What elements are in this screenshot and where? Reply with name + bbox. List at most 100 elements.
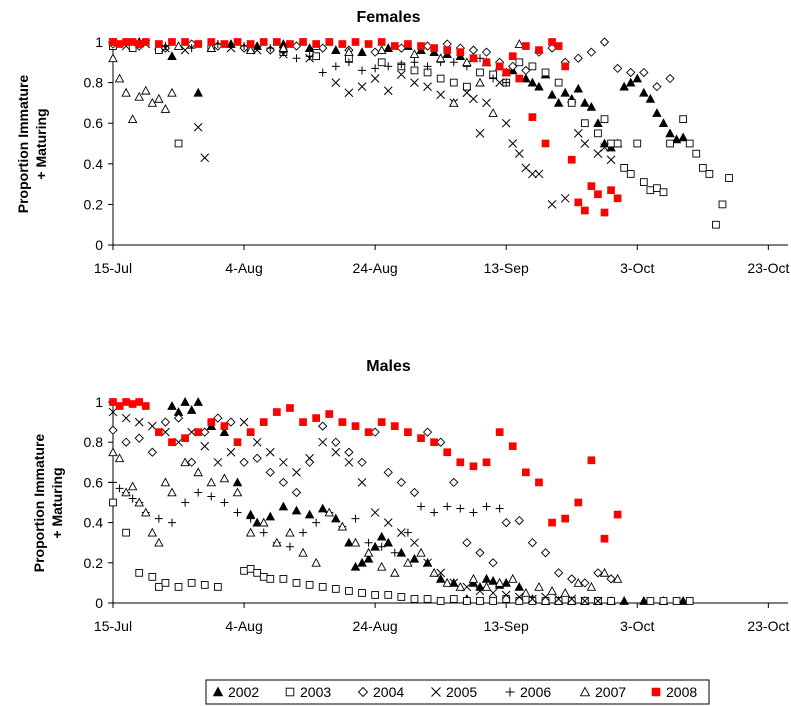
data-point-2007 — [494, 577, 505, 587]
data-point-2008 — [482, 58, 491, 67]
data-point-2008 — [495, 62, 504, 71]
data-point-2002 — [573, 83, 584, 93]
data-point-2006 — [384, 62, 393, 71]
data-point-2008 — [325, 410, 334, 418]
data-point-2008 — [515, 74, 524, 83]
data-point-2008 — [141, 402, 150, 410]
data-point-2002 — [193, 397, 203, 406]
data-point-2006 — [417, 502, 426, 511]
data-point-2003 — [397, 593, 406, 601]
data-point-2004 — [331, 437, 341, 447]
data-point-2007 — [324, 507, 335, 517]
data-point-2004 — [586, 47, 597, 57]
data-point-2007 — [127, 481, 138, 491]
data-point-2008 — [115, 402, 124, 410]
data-point-2003 — [109, 498, 117, 507]
data-point-2004 — [626, 67, 636, 78]
data-point-2002 — [580, 97, 590, 107]
data-point-2007 — [134, 497, 144, 507]
data-point-2007 — [449, 97, 459, 107]
data-point-2005 — [200, 153, 210, 163]
data-point-2006 — [390, 548, 399, 557]
y-axis-label: Proportion Immature + Maturing — [31, 434, 65, 573]
x-tick-label: 4-Aug — [225, 618, 262, 634]
data-point-2004 — [318, 421, 328, 431]
data-point-2006 — [364, 538, 373, 547]
series-2005 — [108, 407, 603, 606]
data-point-2002 — [665, 128, 675, 138]
series-2005 — [108, 37, 616, 209]
data-point-2006 — [154, 514, 163, 523]
data-point-2008 — [338, 40, 347, 48]
data-point-2008 — [109, 398, 117, 406]
legend-marker-2003 — [285, 687, 295, 697]
data-point-2005 — [239, 417, 249, 427]
data-point-2003 — [712, 220, 720, 229]
data-point-2004 — [665, 73, 675, 84]
legend: 2002 2003 2004 2005 2006 2007 2008 — [205, 679, 710, 705]
data-point-2008 — [194, 428, 203, 437]
data-point-2004 — [488, 558, 498, 568]
data-point-2007 — [521, 588, 531, 597]
data-point-2005 — [161, 427, 170, 437]
data-point-2004 — [200, 427, 210, 437]
data-point-2002 — [186, 405, 197, 414]
data-point-2007 — [560, 588, 570, 597]
data-point-2008 — [168, 38, 176, 46]
data-point-2002 — [645, 93, 656, 103]
y-tick-label: 0.2 — [84, 196, 104, 212]
data-point-2006 — [220, 498, 229, 507]
data-point-2007 — [455, 581, 466, 591]
data-point-2008 — [567, 155, 576, 164]
data-point-2008 — [469, 462, 478, 471]
data-point-2007 — [108, 53, 118, 63]
series-2003 — [109, 42, 733, 229]
data-point-2002 — [639, 87, 649, 97]
data-point-2002 — [409, 553, 420, 563]
data-point-2002 — [331, 45, 341, 54]
data-point-2002 — [514, 581, 525, 591]
data-point-2005 — [292, 467, 301, 477]
data-point-2005 — [573, 128, 583, 138]
legend-item-2002: 2002 — [212, 684, 259, 700]
data-point-2008 — [272, 408, 281, 416]
data-point-2003 — [489, 597, 497, 605]
data-point-2003 — [659, 597, 668, 605]
y-tick-label: 0.4 — [84, 515, 104, 531]
data-point-2003 — [672, 597, 681, 605]
data-point-2005 — [534, 169, 544, 179]
data-point-2005 — [331, 447, 341, 457]
data-point-2007 — [160, 104, 171, 113]
data-point-2007 — [376, 45, 387, 54]
data-point-2007 — [154, 93, 164, 103]
legend-item-2005: 2005 — [431, 684, 477, 700]
data-point-2004 — [121, 437, 131, 447]
data-point-2004 — [599, 37, 610, 47]
data-point-2007 — [167, 487, 177, 497]
data-point-2005 — [593, 596, 603, 606]
data-point-2007 — [363, 547, 374, 557]
data-point-2008 — [469, 54, 478, 63]
data-point-2008 — [522, 42, 530, 50]
data-point-2003 — [580, 119, 589, 128]
data-point-2002 — [180, 397, 190, 406]
data-point-2008 — [246, 428, 255, 437]
data-point-2003 — [646, 597, 655, 605]
data-point-2006 — [371, 64, 380, 73]
data-point-2005 — [580, 139, 590, 148]
data-point-2008 — [600, 208, 609, 217]
data-point-2005 — [370, 74, 380, 83]
y-tick-label: 1 — [95, 394, 103, 410]
data-point-2008 — [194, 40, 203, 48]
data-point-2007 — [258, 517, 269, 527]
data-point-2002 — [593, 118, 603, 128]
series-2007 — [108, 447, 623, 597]
data-point-2006 — [495, 504, 504, 513]
data-point-2007 — [134, 91, 144, 101]
data-point-2007 — [114, 73, 125, 83]
data-point-2004 — [547, 43, 557, 53]
data-point-2003 — [541, 68, 550, 77]
data-point-2006 — [489, 74, 498, 83]
data-point-2004 — [291, 41, 302, 51]
data-point-2003 — [679, 115, 687, 123]
